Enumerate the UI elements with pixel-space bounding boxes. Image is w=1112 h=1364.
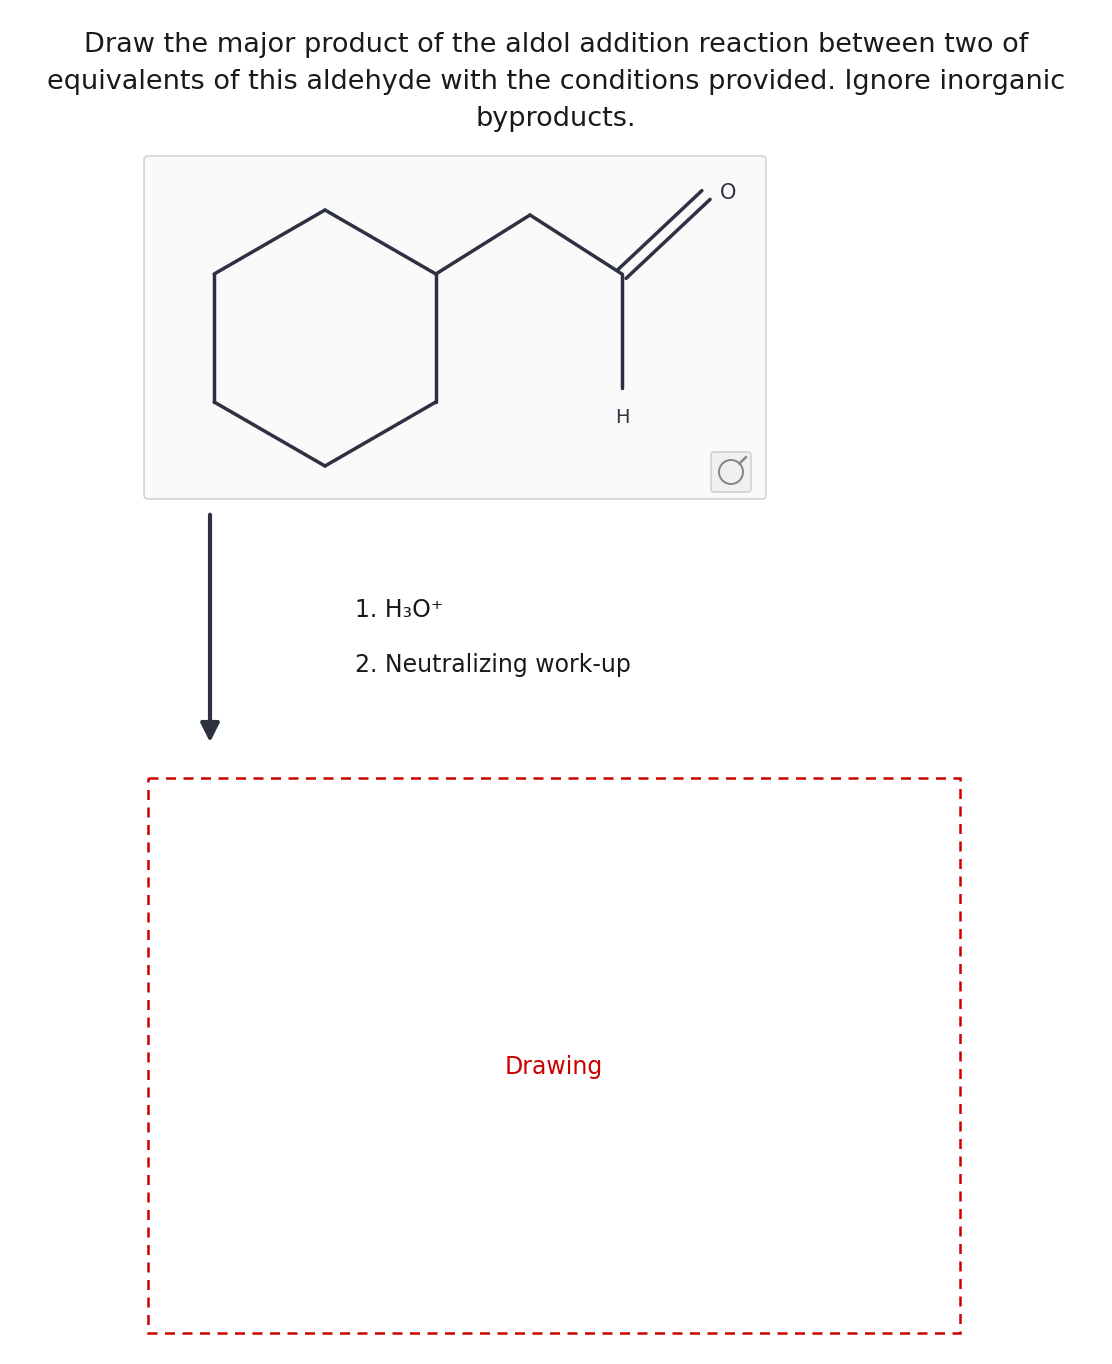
FancyBboxPatch shape (143, 155, 766, 499)
Text: 1. H₃O⁺: 1. H₃O⁺ (355, 597, 444, 622)
Text: H: H (615, 408, 629, 427)
Text: Drawing: Drawing (505, 1054, 603, 1079)
Text: equivalents of this aldehyde with the conditions provided. Ignore inorganic: equivalents of this aldehyde with the co… (47, 70, 1065, 95)
Text: Draw the major product of the aldol addition reaction between two of: Draw the major product of the aldol addi… (83, 31, 1029, 59)
Text: byproducts.: byproducts. (476, 106, 636, 132)
Bar (148, 777, 960, 1333)
FancyBboxPatch shape (711, 451, 751, 492)
Text: 2. Neutralizing work-up: 2. Neutralizing work-up (355, 653, 631, 677)
Text: O: O (719, 183, 736, 203)
